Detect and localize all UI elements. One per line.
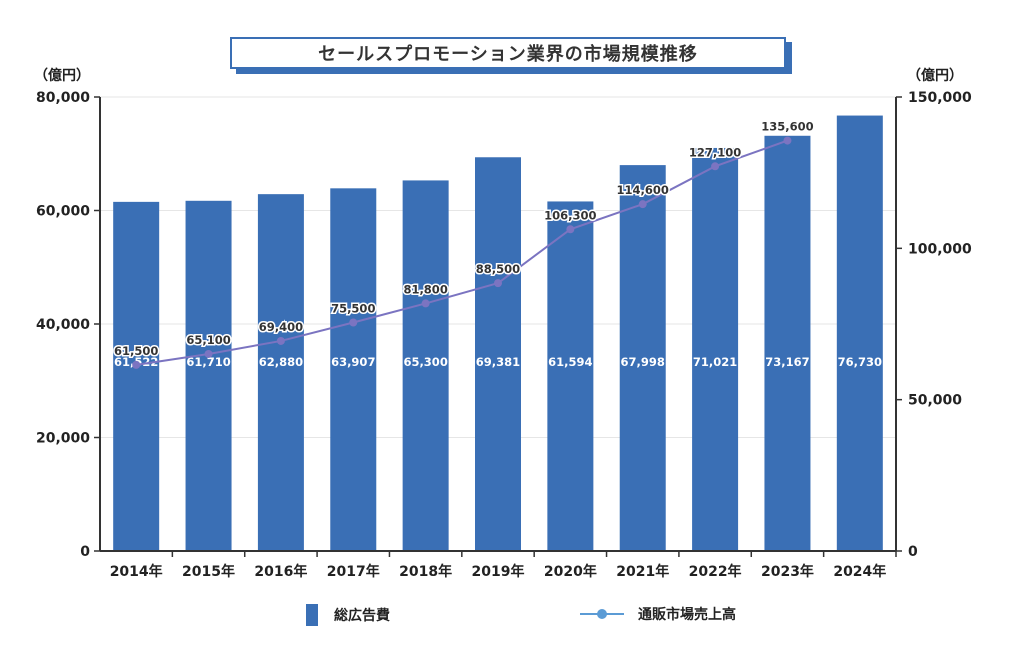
legend-bar-label: 総広告費 [334, 608, 390, 624]
bar [185, 200, 232, 551]
x-tick-label: 2018年 [399, 563, 452, 580]
y-right-tick-label: 0 [908, 544, 918, 560]
bar-data-label: 73,167 [765, 355, 809, 369]
chart-title: セールスプロモーション業界の市場規模推移 [230, 37, 786, 69]
x-tick-label: 2016年 [254, 563, 307, 580]
bar-data-label: 71,021 [693, 355, 737, 369]
line-data-label: 106,300 [544, 208, 596, 222]
bar-data-label: 62,880 [259, 355, 303, 369]
bar [113, 201, 160, 551]
line-point [421, 299, 430, 308]
x-tick-label: 2019年 [472, 563, 525, 580]
line-point [349, 318, 358, 327]
y-right-unit-label: （億円） [907, 67, 963, 84]
y-left-tick-label: 0 [80, 544, 90, 560]
y-left-unit-label: （億円） [34, 67, 90, 84]
bar [836, 115, 883, 551]
y-left-tick-label: 40,000 [36, 317, 90, 333]
y-left-tick-label: 20,000 [36, 431, 90, 447]
bar-data-label: 76,730 [838, 355, 882, 369]
bar [330, 188, 377, 552]
line-data-label: 135,600 [761, 120, 813, 134]
line-point [783, 136, 792, 145]
legend-line-swatch [580, 608, 624, 620]
line-data-label: 61,500 [114, 344, 158, 358]
x-tick-label: 2024年 [833, 563, 886, 580]
bar-data-label: 65,300 [403, 355, 447, 369]
x-tick-label: 2017年 [327, 563, 380, 580]
bar-data-label: 61,710 [186, 355, 230, 369]
line-point [132, 360, 141, 369]
bar [547, 201, 594, 552]
line-data-label: 81,800 [403, 282, 447, 296]
x-tick-label: 2023年 [761, 563, 814, 580]
bar [475, 157, 521, 551]
bar [692, 147, 739, 552]
bar [764, 135, 811, 551]
bar-data-labels: 61,52261,71062,88063,90765,30069,38161,5… [114, 355, 882, 369]
y-right-tick-label: 150,000 [908, 90, 972, 106]
bar-data-label: 61,594 [548, 355, 592, 369]
bar-data-label: 69,381 [476, 355, 520, 369]
bar-series [113, 115, 883, 552]
combo-chart: 61,52261,71062,88063,90765,30069,38161,5… [34, 67, 972, 580]
line-data-label: 69,400 [259, 320, 303, 334]
x-tick-label: 2021年 [616, 563, 669, 580]
legend-item-line: 通販市場売上高 [580, 604, 736, 624]
line-point [494, 279, 502, 288]
line-series: 61,500 65,100 69,400 75,500 81,800 88,500 106,… [112, 118, 815, 369]
legend-line-label: 通販市場売上高 [638, 607, 736, 623]
x-tick-label: 2020年 [544, 563, 597, 580]
bar-data-label: 63,907 [331, 355, 375, 369]
legend-bar-swatch [306, 604, 318, 626]
bar [257, 194, 304, 551]
line-point [711, 162, 720, 171]
bar [402, 180, 449, 552]
bar-data-label: 67,998 [621, 355, 665, 369]
line-data-label: 75,500 [331, 301, 375, 315]
line-point [638, 200, 647, 209]
line-data-label: 88,500 [476, 262, 520, 276]
y-left-tick-label: 80,000 [36, 90, 90, 106]
line-point [276, 336, 285, 345]
line-point [566, 225, 575, 234]
line-data-label: 65,100 [186, 333, 230, 347]
line-data-label: 127,100 [689, 145, 741, 159]
x-tick-label: 2014年 [110, 563, 163, 580]
x-tick-label: 2022年 [689, 563, 742, 580]
line-path [136, 139, 788, 366]
y-right-tick-label: 100,000 [908, 241, 972, 257]
legend-item-bar: 総広告費 [306, 604, 390, 626]
x-tick-label: 2015年 [182, 563, 235, 580]
axes: 0 20,000 40,000 60,000 80,000 0 50,000 100,000 1… [34, 67, 972, 580]
y-left-tick-label: 60,000 [36, 204, 90, 220]
bar [619, 165, 666, 552]
y-right-tick-label: 50,000 [908, 393, 962, 409]
line-point [204, 349, 213, 358]
line-data-label: 114,600 [617, 183, 669, 197]
